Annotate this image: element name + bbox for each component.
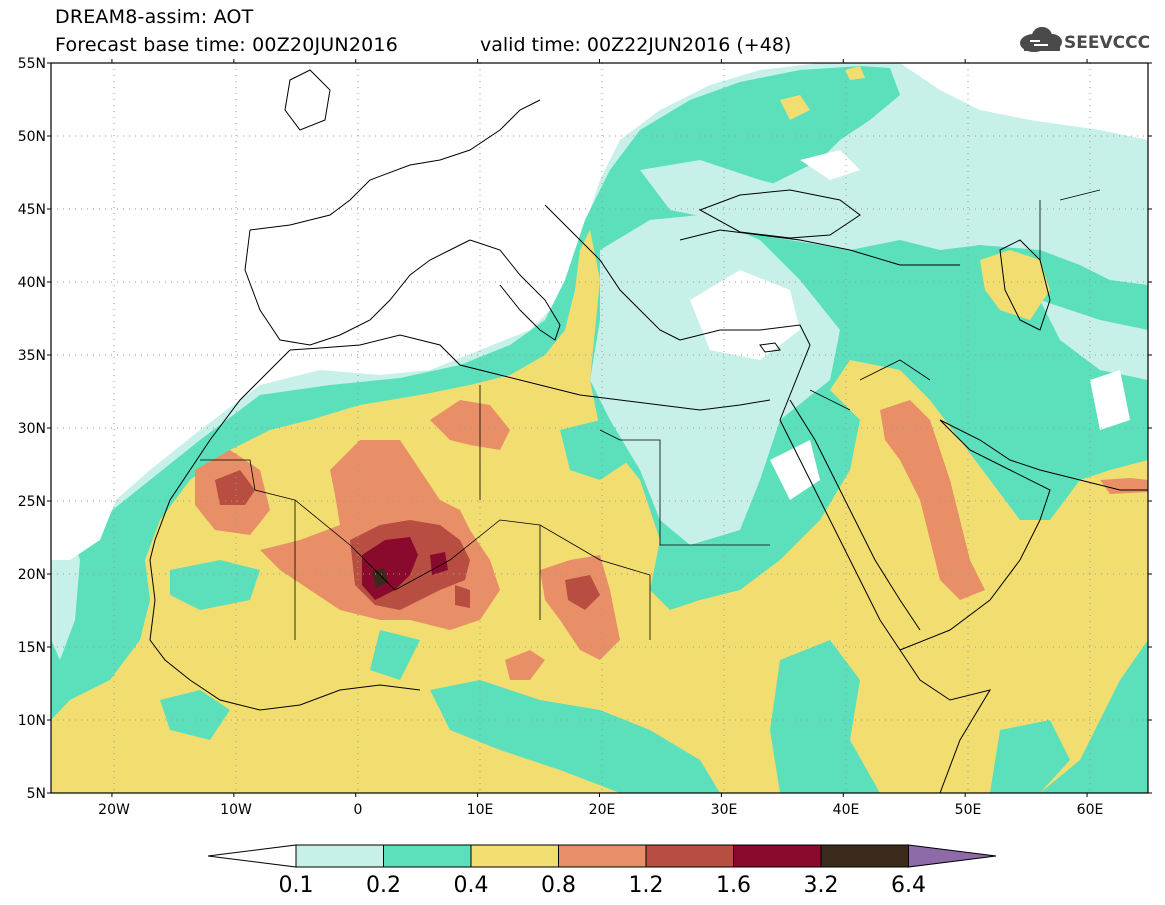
colorbar-extend-high [908, 844, 997, 868]
colorbar-label-1.2: 1.2 [629, 873, 664, 898]
axis-ticks [47, 59, 1152, 797]
colorbar-swatch-3 [470, 844, 559, 868]
colorbar-swatch-2 [383, 844, 472, 868]
logo-text: SEEVCCC [1064, 33, 1150, 53]
colorbar-label-0.1: 0.1 [279, 873, 314, 898]
lon-label-10w: 10W [220, 802, 252, 818]
lon-label-20e: 20E [589, 802, 616, 818]
colorbar-label-3.2: 3.2 [804, 873, 839, 898]
lon-label-50e: 50E [955, 802, 982, 818]
aot-mid-patches [160, 420, 1070, 793]
valid-time: valid time: 00Z22JUN2016 (+48) [480, 34, 792, 56]
lat-labels: 5N 10N 15N 20N 25N 30N 35N 40N 45N 50N 5… [18, 56, 46, 802]
lat-label-25n: 25N [18, 494, 46, 510]
lon-label-40e: 40E [833, 802, 860, 818]
colorbar-label-0.4: 0.4 [454, 873, 489, 898]
lon-labels: 20W 10W 0 10E 20E 30E 40E 50E 60E [98, 802, 1103, 818]
map-title: DREAM8-assim: AOT [55, 6, 254, 28]
lon-label-60e: 60E [1077, 802, 1104, 818]
colorbar-label-6.4: 6.4 [891, 873, 926, 898]
aot-field [51, 63, 1148, 793]
colorbar-swatch-6 [733, 844, 822, 868]
colorbar: 0.1 0.2 0.4 0.8 1.2 1.6 3.2 6.4 [207, 844, 997, 898]
lat-label-30n: 30N [18, 421, 46, 437]
lon-label-10e: 10E [467, 802, 494, 818]
lat-label-10n: 10N [18, 713, 46, 729]
forecast-base-time: Forecast base time: 00Z20JUN2016 [55, 34, 398, 56]
lat-label-55n: 55N [18, 56, 46, 72]
colorbar-swatch-7 [820, 844, 909, 868]
aot-clean-patches [51, 150, 1130, 560]
colorbar-swatch-1 [295, 844, 384, 868]
lon-label-20w: 20W [98, 802, 130, 818]
lat-label-5n: 5N [27, 786, 46, 802]
lat-label-15n: 15N [18, 640, 46, 656]
seevccc-logo: SEEVCCC [1020, 27, 1150, 53]
lat-label-45n: 45N [18, 202, 46, 218]
aot-level-3.2 [372, 568, 388, 588]
colorbar-label-0.2: 0.2 [366, 873, 401, 898]
colorbar-label-0.8: 0.8 [541, 873, 576, 898]
colorbar-extend-low [207, 844, 297, 868]
colorbar-label-1.6: 1.6 [716, 873, 751, 898]
lon-label-30e: 30E [711, 802, 738, 818]
lon-label-0: 0 [354, 802, 363, 818]
colorbar-swatch-4 [558, 844, 647, 868]
colorbar-swatch-5 [645, 844, 734, 868]
lat-label-50n: 50N [18, 129, 46, 145]
lat-label-20n: 20N [18, 567, 46, 583]
aot-level-0.4 [51, 66, 1148, 793]
lat-label-40n: 40N [18, 275, 46, 291]
coastlines [149, 69, 1148, 793]
cloud-icon [1020, 27, 1062, 52]
lat-label-35n: 35N [18, 348, 46, 364]
